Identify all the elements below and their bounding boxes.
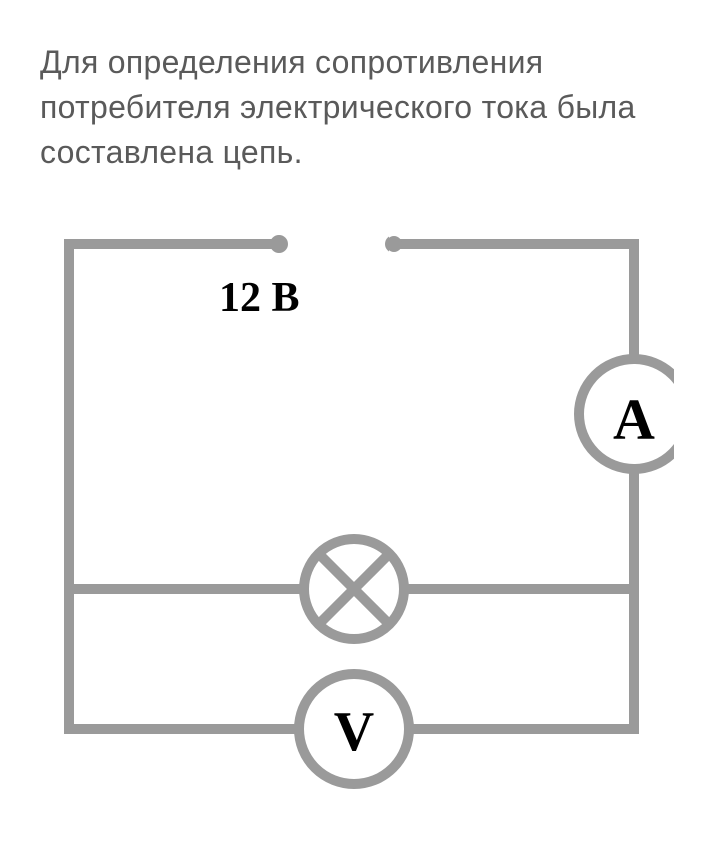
voltage-source-label: 12 В <box>219 274 300 322</box>
circuit-svg-overlay: A <box>34 219 674 789</box>
switch-terminal-right <box>386 236 402 252</box>
problem-statement: Для определения сопротивления потребител… <box>40 40 680 174</box>
circuit-diagram: A V A 12 В <box>34 219 674 789</box>
ammeter-label: A <box>613 387 655 452</box>
